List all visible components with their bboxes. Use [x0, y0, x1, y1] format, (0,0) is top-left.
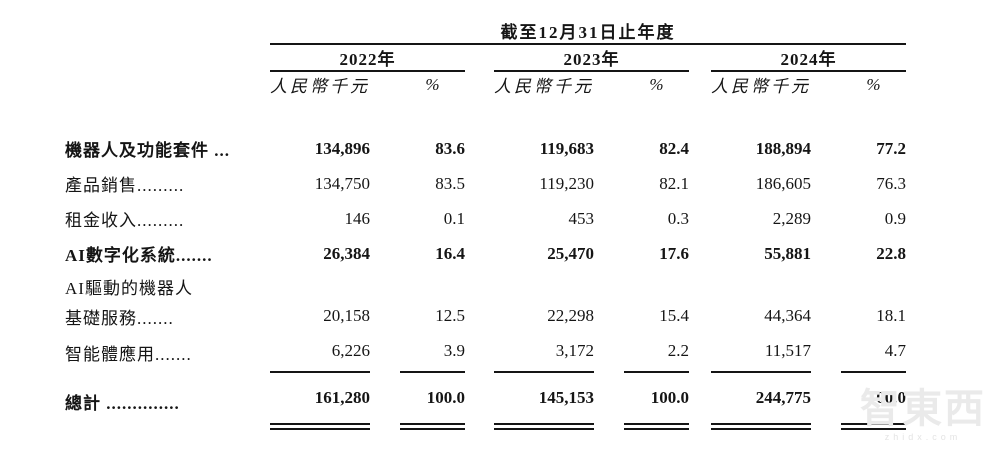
percent-cell: 0.1 — [443, 208, 465, 228]
percent-cell: 15.4 — [659, 306, 689, 325]
percent-cell: 82.4 — [659, 138, 689, 158]
row-label: AI數字化系統....... — [65, 246, 213, 265]
amount-cell: 25,470 — [547, 243, 594, 263]
unit-header-amount: 人民幣千元 — [711, 77, 811, 96]
row-label: 租金收入......... — [65, 211, 185, 230]
amount-cell: 119,683 — [539, 138, 594, 158]
percent-cell: 2.2 — [624, 331, 689, 373]
row-label: 基礎服務....... — [65, 308, 174, 328]
amount-cell: 2,289 — [772, 208, 811, 228]
unit-header-percent: % — [649, 74, 664, 94]
revenue-breakdown-table: 截至12月31日止年度 2022年 2023年 2024年 人民幣千元 % 人民… — [65, 18, 906, 430]
percent-cell: 82.1 — [659, 173, 689, 193]
percent-cell: 3.9 — [400, 331, 465, 373]
table-title: 截至12月31日止年度 — [270, 18, 906, 45]
percent-cell: 0.9 — [884, 208, 906, 228]
table-row-robots-and-kits: 機器人及功能套件 ... 134,896 83.6 119,683 82.4 1… — [65, 131, 906, 166]
amount-cell: 44,364 — [764, 306, 811, 325]
amount-cell: 244,775 — [711, 373, 811, 430]
year-header-2023: 2023年 — [494, 45, 689, 72]
percent-cell: 18.1 — [876, 306, 906, 325]
amount-cell: 188,894 — [755, 138, 811, 158]
year-header-row: 2022年 2023年 2024年 — [65, 45, 906, 72]
percent-cell: 0.3 — [667, 208, 689, 228]
percent-cell: 17.6 — [659, 243, 689, 263]
table-title-row: 截至12月31日止年度 — [65, 18, 906, 45]
percent-cell: 77.2 — [876, 138, 906, 158]
amount-cell: 119,230 — [539, 173, 594, 193]
percent-cell: 16.4 — [435, 243, 465, 263]
label-column-spacer — [65, 18, 270, 45]
percent-cell: 4.7 — [841, 331, 906, 373]
table-row-total: 總計 .............. 161,280 100.0 145,153 … — [65, 373, 906, 430]
table-row-ai-digital-system: AI數字化系統....... 26,384 16.4 25,470 17.6 5… — [65, 236, 906, 271]
percent-cell: 100.0 — [400, 373, 465, 430]
amount-cell: 186,605 — [755, 173, 811, 193]
percent-cell: 76.3 — [876, 173, 906, 193]
table-row-basic-services: 基礎服務....... 20,158 12.5 22,298 15.4 44,3… — [65, 301, 906, 331]
row-label: 總計 .............. — [65, 394, 180, 413]
amount-cell: 146 — [344, 208, 371, 228]
unit-header-amount: 人民幣千元 — [270, 77, 370, 96]
unit-header-amount: 人民幣千元 — [494, 77, 594, 96]
row-label: 產品銷售......... — [65, 176, 185, 195]
table-row-product-sales: 產品銷售......... 134,750 83.5 119,230 82.1 … — [65, 166, 906, 201]
percent-cell: 12.5 — [435, 306, 465, 325]
unit-header-percent: % — [866, 74, 881, 94]
header-body-spacer — [65, 97, 906, 131]
column-gap — [689, 45, 711, 72]
column-gap — [465, 45, 494, 72]
amount-cell: 453 — [568, 208, 595, 228]
percent-cell: 100.0 — [841, 373, 906, 430]
percent-cell: 22.8 — [876, 243, 906, 263]
amount-cell: 55,881 — [764, 243, 811, 263]
amount-cell: 20,158 — [323, 306, 370, 325]
amount-cell: 26,384 — [323, 243, 370, 263]
table-row-agent-applications: 智能體應用....... 6,226 3.9 3,172 2.2 11,517 … — [65, 331, 906, 373]
year-header-2024: 2024年 — [711, 45, 906, 72]
year-header-2022: 2022年 — [270, 45, 465, 72]
amount-cell: 3,172 — [494, 331, 594, 373]
amount-cell: 6,226 — [270, 331, 370, 373]
table-row-ai-driven-robot-label: AI驅動的機器人 — [65, 271, 906, 301]
zhidx-watermark: 智東西 zhidx.com — [860, 389, 986, 442]
row-label: AI驅動的機器人 — [65, 278, 193, 298]
amount-cell: 145,153 — [494, 373, 594, 430]
amount-cell: 161,280 — [270, 373, 370, 430]
amount-cell: 134,750 — [314, 173, 370, 193]
amount-cell: 11,517 — [711, 331, 811, 373]
amount-cell: 22,298 — [547, 306, 594, 325]
percent-cell: 83.5 — [435, 173, 465, 193]
watermark-domain: zhidx.com — [884, 432, 962, 442]
percent-cell: 100.0 — [624, 373, 689, 430]
amount-cell: 134,896 — [314, 138, 370, 158]
unit-header-row: 人民幣千元 % 人民幣千元 % 人民幣千元 % — [65, 72, 906, 97]
watermark-logo: 智東西 — [860, 387, 986, 431]
row-label: 智能體應用....... — [65, 344, 192, 364]
table-row-rental-income: 租金收入......... 146 0.1 453 0.3 2,289 0.9 — [65, 201, 906, 236]
unit-header-percent: % — [425, 74, 440, 94]
row-label: 機器人及功能套件 ... — [65, 141, 230, 160]
percent-cell: 83.6 — [435, 138, 465, 158]
